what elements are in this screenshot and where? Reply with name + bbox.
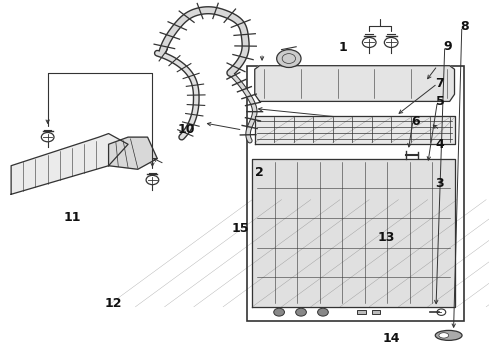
Text: 15: 15 bbox=[231, 222, 249, 235]
Text: 8: 8 bbox=[460, 20, 468, 33]
Circle shape bbox=[277, 50, 301, 67]
Text: 4: 4 bbox=[436, 138, 444, 151]
Bar bbox=[372, 310, 380, 314]
Text: 13: 13 bbox=[378, 231, 395, 244]
Text: 2: 2 bbox=[255, 166, 264, 179]
Text: 10: 10 bbox=[178, 123, 196, 136]
Bar bbox=[247, 66, 464, 321]
Polygon shape bbox=[255, 116, 455, 144]
Bar bbox=[357, 310, 366, 314]
Text: 1: 1 bbox=[338, 41, 347, 54]
Text: 12: 12 bbox=[105, 297, 122, 310]
Circle shape bbox=[318, 308, 328, 316]
Text: 3: 3 bbox=[436, 177, 444, 190]
Circle shape bbox=[274, 308, 285, 316]
Text: 5: 5 bbox=[436, 95, 444, 108]
Text: 7: 7 bbox=[436, 77, 444, 90]
Ellipse shape bbox=[439, 333, 449, 338]
Polygon shape bbox=[11, 134, 128, 194]
Polygon shape bbox=[109, 137, 157, 169]
Polygon shape bbox=[255, 66, 455, 102]
Polygon shape bbox=[252, 158, 455, 307]
Text: 14: 14 bbox=[382, 333, 400, 346]
Text: 9: 9 bbox=[443, 40, 451, 53]
Text: 6: 6 bbox=[411, 114, 420, 127]
Text: 11: 11 bbox=[63, 211, 81, 224]
Ellipse shape bbox=[435, 330, 462, 341]
Circle shape bbox=[295, 308, 306, 316]
